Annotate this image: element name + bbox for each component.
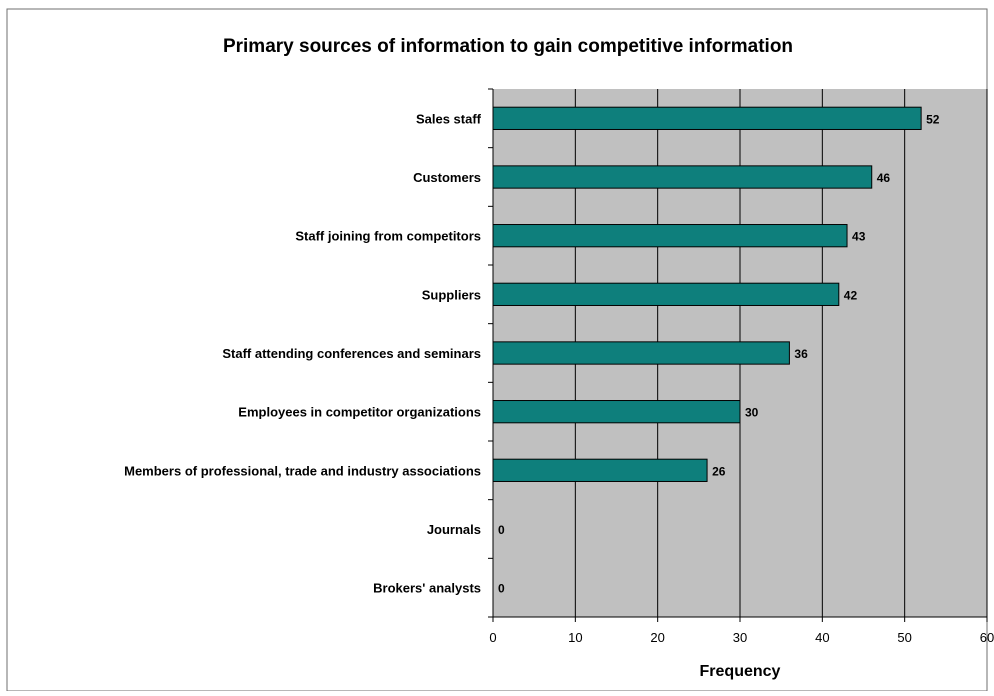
bar-value-label: 46 <box>877 171 891 185</box>
bar-value-label: 30 <box>745 406 759 420</box>
bar-value-label: 0 <box>498 582 505 596</box>
x-tick-label: 50 <box>897 630 911 645</box>
x-tick-label: 60 <box>980 630 994 645</box>
x-axis-label: Frequency <box>700 663 781 680</box>
bar <box>492 458 708 482</box>
bar <box>492 341 790 365</box>
bar-value-label: 52 <box>926 112 940 126</box>
bar-value-label: 42 <box>844 288 858 302</box>
y-category-label: Brokers' analysts <box>373 581 481 596</box>
chart-title: Primary sources of information to gain c… <box>223 36 793 57</box>
y-category-label: Journals <box>427 522 481 537</box>
y-category-label: Members of professional, trade and indus… <box>124 463 481 478</box>
y-category-label: Suppliers <box>422 287 481 302</box>
bar <box>492 282 840 306</box>
y-category-label: Customers <box>413 170 481 185</box>
x-tick-label: 0 <box>489 630 496 645</box>
bar <box>492 400 741 424</box>
bar <box>492 224 848 248</box>
bar-value-label: 0 <box>498 523 505 537</box>
x-tick-label: 20 <box>650 630 664 645</box>
y-category-label: Employees in competitor organizations <box>238 405 481 420</box>
x-tick-label: 30 <box>733 630 747 645</box>
bar-value-label: 43 <box>852 230 866 244</box>
y-category-label: Sales staff <box>416 111 482 126</box>
bar-value-label: 36 <box>794 347 808 361</box>
x-tick-label: 40 <box>815 630 829 645</box>
y-category-label: Staff attending conferences and seminars <box>222 346 481 361</box>
x-tick-label: 10 <box>568 630 582 645</box>
bar-value-label: 26 <box>712 464 726 478</box>
bar <box>492 165 873 189</box>
bar <box>492 106 922 130</box>
plot-area: 0 10 20 30 40 50 60 Sales staff 52 Customers 46 Sta… <box>124 88 994 645</box>
y-category-label: Staff joining from competitors <box>295 229 481 244</box>
